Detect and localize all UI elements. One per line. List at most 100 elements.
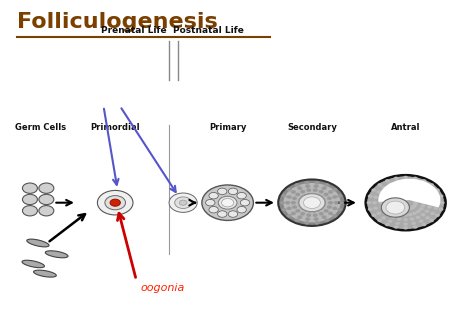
Circle shape bbox=[408, 207, 413, 210]
Circle shape bbox=[322, 187, 327, 190]
Circle shape bbox=[425, 216, 430, 219]
Circle shape bbox=[385, 223, 390, 226]
Circle shape bbox=[308, 209, 312, 212]
Circle shape bbox=[298, 201, 302, 204]
Circle shape bbox=[306, 214, 311, 217]
Circle shape bbox=[332, 195, 337, 198]
Circle shape bbox=[403, 218, 408, 221]
Circle shape bbox=[412, 212, 417, 215]
Text: Primordial: Primordial bbox=[91, 123, 140, 132]
Text: Antral: Antral bbox=[391, 123, 420, 132]
Circle shape bbox=[285, 201, 290, 204]
Circle shape bbox=[287, 214, 292, 217]
Circle shape bbox=[301, 206, 305, 210]
Circle shape bbox=[403, 208, 408, 211]
Circle shape bbox=[374, 195, 378, 199]
Circle shape bbox=[428, 201, 433, 204]
Circle shape bbox=[413, 199, 418, 202]
Circle shape bbox=[282, 194, 286, 197]
Circle shape bbox=[380, 205, 384, 209]
Circle shape bbox=[237, 193, 246, 199]
Circle shape bbox=[301, 196, 305, 199]
Circle shape bbox=[416, 210, 420, 213]
Circle shape bbox=[412, 198, 417, 201]
Circle shape bbox=[22, 183, 37, 193]
Circle shape bbox=[388, 219, 392, 223]
Circle shape bbox=[413, 177, 418, 180]
Circle shape bbox=[321, 198, 325, 201]
Circle shape bbox=[169, 193, 197, 212]
Circle shape bbox=[410, 206, 415, 209]
Circle shape bbox=[374, 207, 378, 210]
Circle shape bbox=[321, 201, 326, 204]
Circle shape bbox=[303, 197, 320, 209]
Circle shape bbox=[410, 217, 414, 221]
Circle shape bbox=[386, 201, 405, 214]
Circle shape bbox=[39, 194, 54, 205]
Circle shape bbox=[299, 194, 325, 212]
Circle shape bbox=[394, 203, 398, 206]
Circle shape bbox=[382, 193, 387, 196]
Circle shape bbox=[367, 201, 371, 204]
Circle shape bbox=[316, 208, 320, 211]
Circle shape bbox=[308, 193, 312, 196]
Circle shape bbox=[391, 210, 395, 213]
Circle shape bbox=[372, 189, 376, 192]
Circle shape bbox=[386, 213, 391, 216]
Circle shape bbox=[394, 199, 398, 202]
Circle shape bbox=[372, 214, 376, 217]
Circle shape bbox=[218, 196, 237, 209]
Circle shape bbox=[421, 179, 426, 182]
Circle shape bbox=[433, 207, 438, 210]
Circle shape bbox=[22, 194, 37, 205]
Circle shape bbox=[403, 222, 408, 226]
Circle shape bbox=[339, 201, 344, 204]
Circle shape bbox=[175, 197, 191, 209]
Circle shape bbox=[295, 209, 300, 213]
Circle shape bbox=[406, 195, 410, 198]
Circle shape bbox=[395, 222, 400, 225]
Circle shape bbox=[228, 211, 237, 217]
Circle shape bbox=[420, 198, 425, 201]
Circle shape bbox=[316, 194, 320, 197]
Circle shape bbox=[408, 189, 413, 193]
Circle shape bbox=[321, 204, 325, 207]
Circle shape bbox=[382, 210, 387, 213]
Circle shape bbox=[304, 194, 309, 197]
Text: Folliculogenesis: Folliculogenesis bbox=[17, 12, 218, 32]
Circle shape bbox=[377, 183, 382, 187]
Circle shape bbox=[416, 186, 420, 190]
Circle shape bbox=[396, 206, 401, 209]
Ellipse shape bbox=[27, 239, 49, 247]
Circle shape bbox=[304, 221, 309, 224]
Circle shape bbox=[298, 215, 302, 219]
Circle shape bbox=[202, 185, 254, 220]
Circle shape bbox=[425, 210, 429, 213]
Circle shape bbox=[421, 213, 426, 216]
Circle shape bbox=[427, 205, 432, 209]
Circle shape bbox=[382, 186, 386, 189]
Circle shape bbox=[105, 195, 126, 210]
Circle shape bbox=[372, 201, 377, 204]
Circle shape bbox=[221, 198, 234, 207]
Circle shape bbox=[413, 225, 418, 229]
Circle shape bbox=[421, 223, 426, 226]
Circle shape bbox=[319, 190, 324, 193]
Circle shape bbox=[292, 197, 297, 200]
Circle shape bbox=[306, 189, 311, 192]
Circle shape bbox=[401, 195, 405, 198]
Circle shape bbox=[291, 201, 296, 204]
Text: oogonia: oogonia bbox=[141, 283, 185, 293]
Circle shape bbox=[328, 190, 333, 194]
Circle shape bbox=[421, 201, 426, 204]
Circle shape bbox=[399, 189, 403, 193]
Circle shape bbox=[429, 183, 434, 187]
Circle shape bbox=[313, 189, 318, 192]
Circle shape bbox=[440, 201, 445, 204]
Circle shape bbox=[416, 216, 420, 219]
Circle shape bbox=[322, 215, 327, 219]
Circle shape bbox=[283, 183, 341, 222]
Circle shape bbox=[377, 219, 382, 222]
Circle shape bbox=[396, 196, 401, 199]
Circle shape bbox=[304, 208, 309, 211]
